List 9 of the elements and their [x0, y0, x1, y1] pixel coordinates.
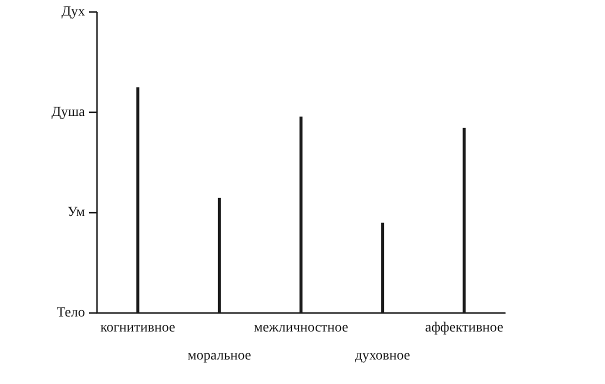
x-tick-label: когнитивное [100, 320, 176, 336]
text: Дух [61, 4, 85, 20]
text: Душа [51, 104, 86, 120]
x-tick-label: моральное [188, 348, 252, 364]
text: Ум [67, 205, 86, 220]
text: Тело [56, 306, 85, 320]
x-tick-label: аффективное [425, 320, 504, 336]
x-tick-label: межличностное [254, 320, 348, 336]
x-tick-label: духовное [355, 348, 410, 364]
